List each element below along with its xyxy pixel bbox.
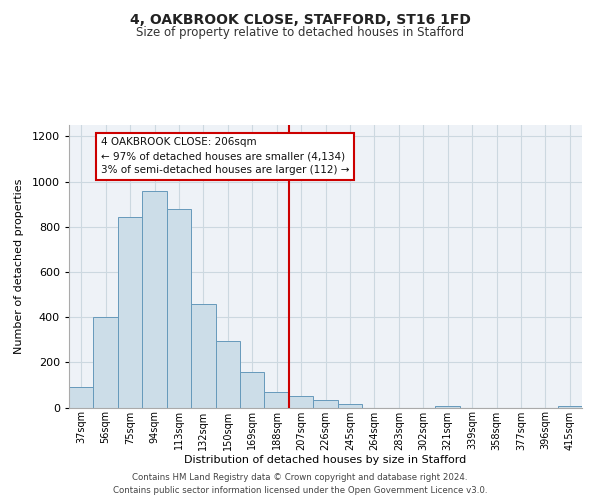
Bar bbox=[191, 304, 215, 408]
Bar bbox=[215, 341, 240, 407]
Bar bbox=[142, 190, 167, 408]
Bar bbox=[436, 406, 460, 407]
Bar bbox=[289, 396, 313, 407]
X-axis label: Distribution of detached houses by size in Stafford: Distribution of detached houses by size … bbox=[184, 455, 467, 465]
Bar bbox=[118, 216, 142, 408]
Text: 4, OAKBROOK CLOSE, STAFFORD, ST16 1FD: 4, OAKBROOK CLOSE, STAFFORD, ST16 1FD bbox=[130, 12, 470, 26]
Bar bbox=[557, 406, 582, 407]
Bar bbox=[265, 392, 289, 407]
Text: Contains HM Land Registry data © Crown copyright and database right 2024.: Contains HM Land Registry data © Crown c… bbox=[132, 472, 468, 482]
Bar bbox=[313, 400, 338, 407]
Bar bbox=[338, 404, 362, 407]
Bar bbox=[94, 317, 118, 408]
Bar bbox=[167, 208, 191, 408]
Bar bbox=[240, 372, 265, 408]
Y-axis label: Number of detached properties: Number of detached properties bbox=[14, 178, 23, 354]
Text: Size of property relative to detached houses in Stafford: Size of property relative to detached ho… bbox=[136, 26, 464, 39]
Text: 4 OAKBROOK CLOSE: 206sqm
← 97% of detached houses are smaller (4,134)
3% of semi: 4 OAKBROOK CLOSE: 206sqm ← 97% of detach… bbox=[101, 138, 349, 175]
Text: Contains public sector information licensed under the Open Government Licence v3: Contains public sector information licen… bbox=[113, 486, 487, 495]
Bar bbox=[69, 387, 94, 407]
